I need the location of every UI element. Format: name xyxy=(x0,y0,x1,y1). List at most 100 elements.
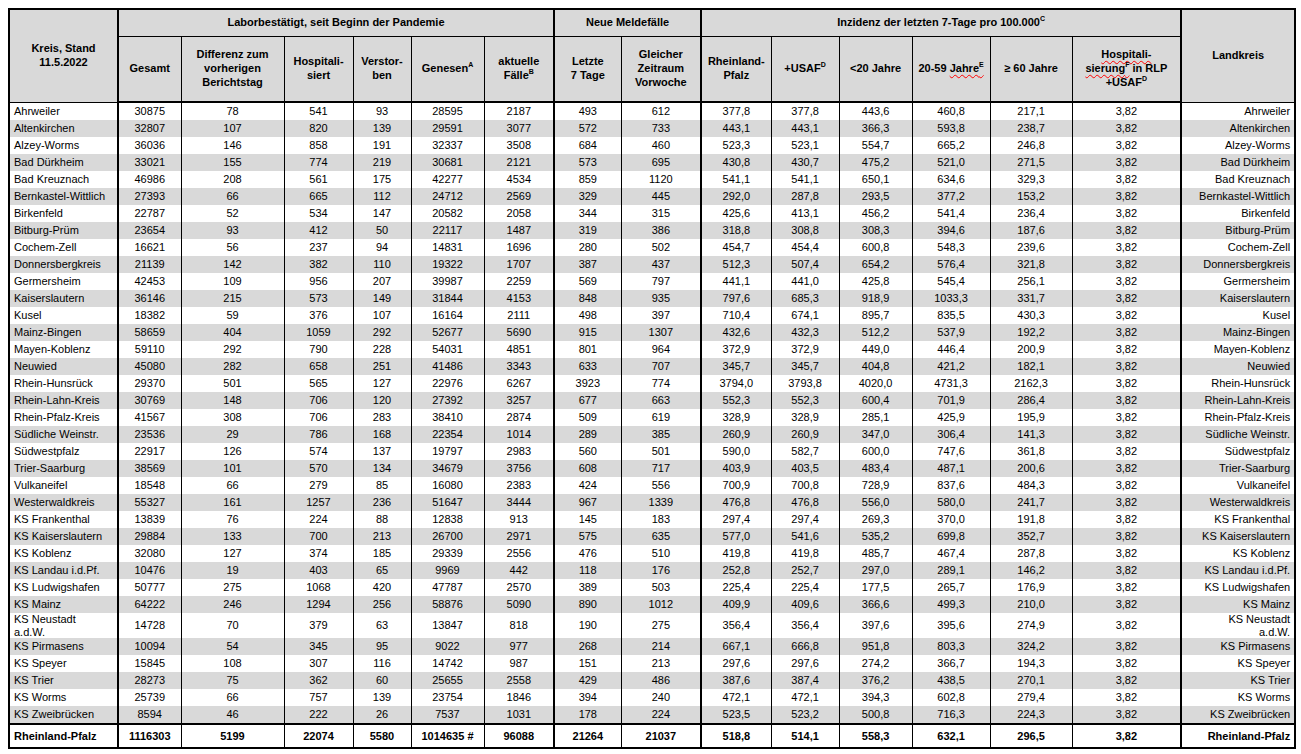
cell-differenz: 19 xyxy=(181,562,284,579)
cell-inzidenz-20-59: 576,4 xyxy=(912,256,990,273)
col-header-gesamt: Gesamt xyxy=(118,37,181,103)
cell-inzidenz-usaf: 328,9 xyxy=(771,409,839,426)
cell-letzte-7-tage: 344 xyxy=(554,205,621,222)
cell-kreis: KS Trier xyxy=(9,672,118,689)
cell-verstorben: 93 xyxy=(353,102,411,120)
cell-inzidenz-usaf: 409,6 xyxy=(771,596,839,613)
cell-inzidenz-unter-20: 425,8 xyxy=(839,273,912,290)
cell-inzidenz-60-plus: 194,3 xyxy=(990,655,1072,672)
cell-differenz: 501 xyxy=(181,375,284,392)
cell-inzidenz-unter-20: 308,3 xyxy=(839,222,912,239)
cell-verstorben: 207 xyxy=(353,273,411,290)
table-row: KS Frankenthal13839762248812838913145183… xyxy=(9,511,1295,528)
cell-verstorben: 185 xyxy=(353,545,411,562)
cell-inzidenz-usaf: 252,7 xyxy=(771,562,839,579)
spellcheck-squiggle: sierungF xyxy=(1085,62,1129,74)
cell-landkreis: Altenkirchen xyxy=(1181,120,1295,137)
cell-gesamt: 36036 xyxy=(118,137,181,154)
cell-inzidenz-usaf: 674,1 xyxy=(771,307,839,324)
cell-vorwoche: 707 xyxy=(621,358,701,375)
cell-inzidenz-20-59: 803,3 xyxy=(912,638,990,655)
cell-hospitalisiert: 222 xyxy=(284,706,353,724)
cell-inzidenz-usaf: 372,9 xyxy=(771,341,839,358)
cell-inzidenz-rlp: 441,1 xyxy=(701,273,771,290)
cell-inzidenz-rlp: 523,3 xyxy=(701,137,771,154)
cell-inzidenz-usaf: 685,3 xyxy=(771,290,839,307)
cell-landkreis: Südliche Weinstr. xyxy=(1181,426,1295,443)
cell-inzidenz-usaf: 345,7 xyxy=(771,358,839,375)
cell-inzidenz-rlp: 512,3 xyxy=(701,256,771,273)
table-header: Kreis, Stand 11.5.2022 Laborbestätigt, s… xyxy=(9,9,1295,102)
cell-inzidenz-20-59: 438,5 xyxy=(912,672,990,689)
cell-landkreis: Birkenfeld xyxy=(1181,205,1295,222)
cell-inzidenz-unter-20: 895,7 xyxy=(839,307,912,324)
cell-hospitalisierung: 3,82 xyxy=(1072,375,1181,392)
cell-hospitalisierung: 3,82 xyxy=(1072,102,1181,120)
cell-vorwoche: 214 xyxy=(621,638,701,655)
cell-kreis: Rhein-Lahn-Kreis xyxy=(9,392,118,409)
cell-gesamt: 18382 xyxy=(118,307,181,324)
cell-verstorben: 219 xyxy=(353,154,411,171)
cell-inzidenz-rlp: 260,9 xyxy=(701,426,771,443)
cell-hospitalisiert: 307 xyxy=(284,655,353,672)
cell-landkreis: Rhein-Lahn-Kreis xyxy=(1181,392,1295,409)
cell-inzidenz-usaf: 225,4 xyxy=(771,579,839,596)
cell-genesen: 32337 xyxy=(411,137,484,154)
cell-aktuelle-faelle: 1014 xyxy=(484,426,554,443)
cell-inzidenz-usaf: 454,4 xyxy=(771,239,839,256)
cell-inzidenz-unter-20: 918,9 xyxy=(839,290,912,307)
genesen-footnote-sup: A xyxy=(468,61,473,68)
cell-aktuelle-faelle: 818 xyxy=(484,613,554,638)
cell-inzidenz-unter-20: 483,4 xyxy=(839,460,912,477)
cell-vorwoche: 1012 xyxy=(621,596,701,613)
cell-aktuelle-faelle: 1487 xyxy=(484,222,554,239)
cell-inzidenz-rlp: 590,0 xyxy=(701,443,771,460)
cell-hospitalisierung: 3,82 xyxy=(1072,120,1181,137)
cell-inzidenz-rlp: 667,1 xyxy=(701,638,771,655)
cell-inzidenz-usaf: 287,8 xyxy=(771,188,839,205)
cell-aktuelle-faelle: 2111 xyxy=(484,307,554,324)
cell-inzidenz-20-59: 580,0 xyxy=(912,494,990,511)
cell-hospitalisiert: 237 xyxy=(284,239,353,256)
cell-kreis: KS Koblenz xyxy=(9,545,118,562)
cell-inzidenz-20-59: 265,7 xyxy=(912,579,990,596)
cell-gesamt: 16621 xyxy=(118,239,181,256)
cell-hospitalisierung: 3,82 xyxy=(1072,358,1181,375)
cell-gesamt: 32807 xyxy=(118,120,181,137)
covid-incidence-table: Kreis, Stand 11.5.2022 Laborbestätigt, s… xyxy=(8,8,1296,749)
table-row: Südwestpfalz2291712657413719797298356050… xyxy=(9,443,1295,460)
cell-aktuelle-faelle: 3508 xyxy=(484,137,554,154)
cell-vorwoche: 717 xyxy=(621,460,701,477)
cell-aktuelle-faelle: 3257 xyxy=(484,392,554,409)
cell-kreis: Südliche Weinstr. xyxy=(9,426,118,443)
cell-landkreis: Kaiserslautern xyxy=(1181,290,1295,307)
cell-genesen: 19322 xyxy=(411,256,484,273)
cell-aktuelle-faelle: 3444 xyxy=(484,494,554,511)
cell-genesen: 47787 xyxy=(411,579,484,596)
col-header-letzte-7-tage: Letzte 7 Tage xyxy=(554,37,621,103)
cell-hospitalisiert: 362 xyxy=(284,672,353,689)
spellcheck-squiggle: JahreE xyxy=(950,62,984,74)
cell-inzidenz-unter-20: 554,7 xyxy=(839,137,912,154)
cell-inzidenz-unter-20: 600,4 xyxy=(839,392,912,409)
cell-hospitalisierung: 3,82 xyxy=(1072,528,1181,545)
cell-inzidenz-usaf: 260,9 xyxy=(771,426,839,443)
cell-hospitalisiert: 574 xyxy=(284,443,353,460)
cell-aktuelle-faelle: 4153 xyxy=(484,290,554,307)
cell-inzidenz-60-plus: 153,2 xyxy=(990,188,1072,205)
cell-landkreis: Westerwaldkreis xyxy=(1181,494,1295,511)
cell-kreis: Alzey-Worms xyxy=(9,137,118,154)
cell-letzte-7-tage: 573 xyxy=(554,154,621,171)
cell-inzidenz-unter-20: 558,3 xyxy=(839,724,912,748)
cell-hospitalisiert: 1068 xyxy=(284,579,353,596)
cell-kreis: KS Zweibrücken xyxy=(9,706,118,724)
cell-inzidenz-20-59: 370,0 xyxy=(912,511,990,528)
cell-verstorben: 147 xyxy=(353,205,411,222)
cell-kreis: Altenkirchen xyxy=(9,120,118,137)
cell-aktuelle-faelle: 987 xyxy=(484,655,554,672)
cell-genesen: 54031 xyxy=(411,341,484,358)
col-header-verstorben: Verstor- ben xyxy=(353,37,411,103)
cell-inzidenz-usaf: 476,8 xyxy=(771,494,839,511)
cell-inzidenz-60-plus: 256,1 xyxy=(990,273,1072,290)
cell-genesen: 22117 xyxy=(411,222,484,239)
